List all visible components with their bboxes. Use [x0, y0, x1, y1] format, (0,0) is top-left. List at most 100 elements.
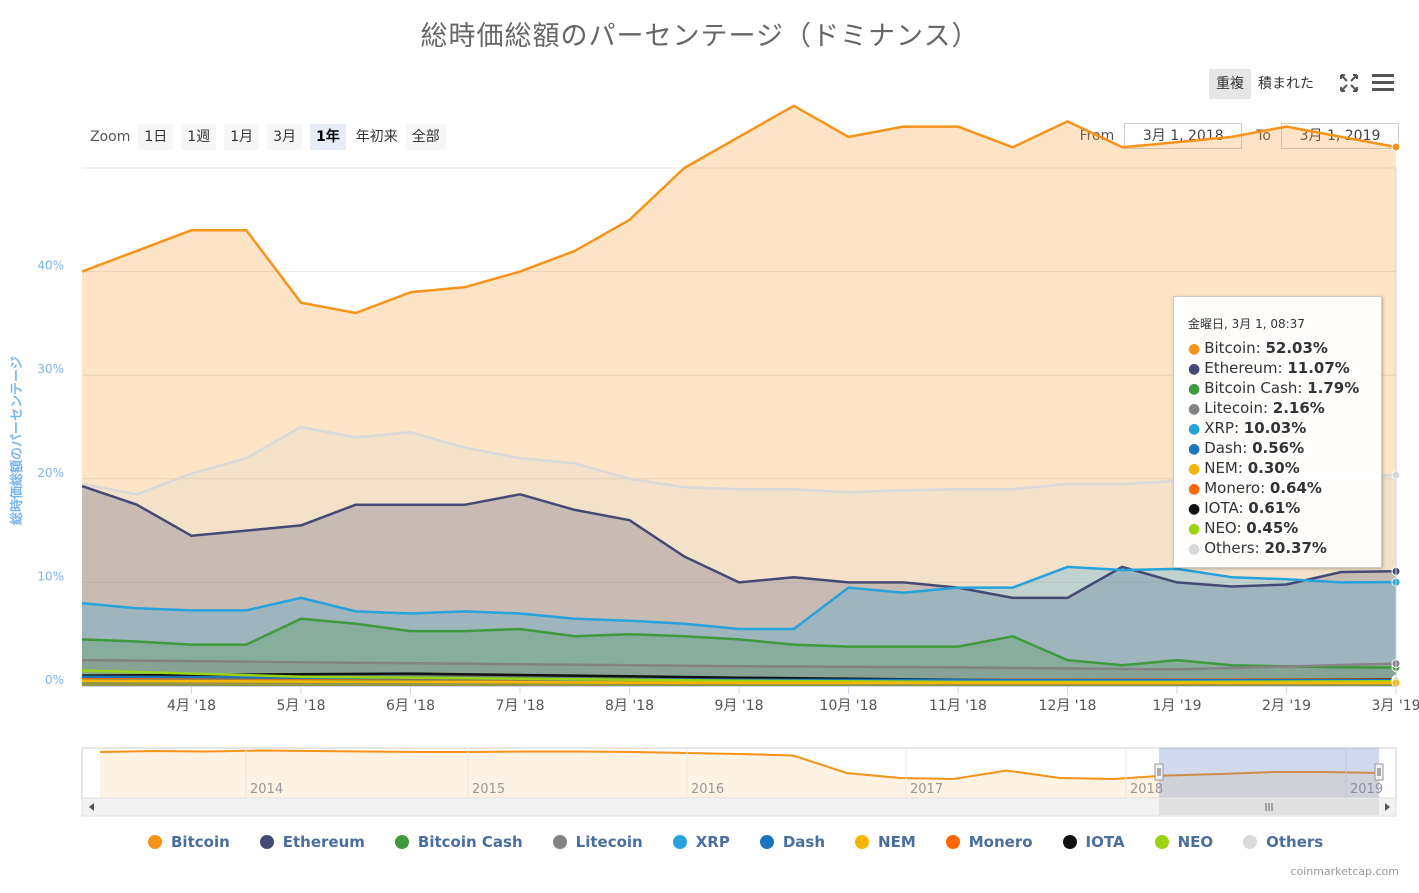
- y-tick-label: 30%: [37, 362, 64, 376]
- navigator-year-label: 2018: [1130, 782, 1163, 797]
- tooltip-dot-icon: ●: [1188, 521, 1201, 537]
- legend-label: NEO: [1177, 833, 1214, 851]
- zoom-label: Zoom: [90, 129, 131, 145]
- legend-label: Litecoin: [575, 833, 643, 851]
- series-line-bitcoin-cash[interactable]: [81, 617, 1397, 669]
- zoom-ytd-button[interactable]: 年初来: [355, 129, 398, 145]
- stacked-mode-button[interactable]: 積まれた: [1258, 76, 1314, 92]
- zoom-1w-button[interactable]: 1週: [181, 124, 217, 150]
- chart-title: 総時価総額のパーセンテージ（ドミナンス）: [420, 21, 980, 52]
- series-line-bitcoin[interactable]: [81, 104, 1397, 315]
- scroll-left-arrow-icon[interactable]: [89, 803, 94, 811]
- tooltip-series-name: NEM:: [1204, 459, 1248, 477]
- legend-item-bitcoin-cash[interactable]: Bitcoin Cash: [394, 833, 523, 851]
- x-tick-label: 12月 '18: [1039, 698, 1097, 714]
- x-tick-label: 4月 '18: [167, 698, 216, 714]
- tooltip-series-value: 0.56%: [1252, 439, 1305, 457]
- overlap-mode-button[interactable]: 重複: [1209, 69, 1251, 99]
- hamburger-menu-icon[interactable]: [1368, 68, 1398, 98]
- tooltip-series-value: 11.07%: [1287, 359, 1350, 377]
- legend-item-litecoin[interactable]: Litecoin: [552, 833, 643, 851]
- zoom-1m-button[interactable]: 1月: [224, 124, 260, 150]
- legend-item-others[interactable]: Others: [1243, 833, 1323, 851]
- legend-item-bitcoin[interactable]: Bitcoin: [148, 833, 230, 851]
- legend-item-dash[interactable]: Dash: [759, 833, 826, 851]
- zoom-selector: Zoom 1日 1週 1月 3月 1年 年初来 全部: [90, 123, 454, 151]
- series-marker-bitcoin[interactable]: [1391, 142, 1401, 152]
- scrollbar-track[interactable]: [81, 797, 1397, 817]
- navigator-line: [99, 749, 1381, 781]
- tooltip-series-value: 2.16%: [1272, 399, 1325, 417]
- tooltip-series-value: 0.45%: [1246, 519, 1299, 537]
- zoom-1y-button[interactable]: 1年: [310, 124, 346, 150]
- mode-toggle: 重複 積まれた: [1209, 68, 1321, 100]
- x-tick-label: 5月 '18: [276, 698, 325, 714]
- navigator-area: [100, 750, 1380, 798]
- zoom-3m-button[interactable]: 3月: [267, 124, 303, 150]
- legend-label: Bitcoin Cash: [417, 833, 523, 851]
- x-tick-label: 9月 '18: [714, 698, 763, 714]
- navigator-year-label: 2017: [910, 782, 943, 797]
- navigator-selection[interactable]: [1159, 748, 1379, 798]
- tooltip-series-name: NEO:: [1204, 519, 1247, 537]
- x-tick-label: 8月 '18: [605, 698, 654, 714]
- x-tick-label: 11月 '18: [929, 698, 987, 714]
- tooltip-series-name: Ethereum:: [1204, 359, 1288, 377]
- scroll-right-arrow-icon[interactable]: [1385, 803, 1390, 811]
- legend-label: XRP: [695, 833, 730, 851]
- tooltip-series-value: 0.64%: [1269, 479, 1322, 497]
- tooltip-dot-icon: ●: [1188, 541, 1201, 557]
- legend-item-monero[interactable]: Monero: [945, 833, 1033, 851]
- x-tick-label: 10月 '18: [820, 698, 878, 714]
- svg-text:総時価総額のパーセンテージ: 総時価総額のパーセンテージ: [9, 356, 25, 525]
- legend: Bitcoin Ethereum Bitcoin Cash Litecoin XRP Da…: [148, 833, 1353, 851]
- navigator-frame: [81, 747, 1397, 799]
- tooltip-series-value: 0.61%: [1248, 499, 1301, 517]
- legend-dot-icon: [855, 835, 870, 849]
- legend-label: Ethereum: [282, 833, 365, 851]
- series-line-litecoin[interactable]: [81, 658, 1397, 671]
- navigator-year-label: 2014: [250, 782, 283, 797]
- tooltip-dot-icon: ●: [1188, 501, 1201, 517]
- navigator-handle[interactable]: [1154, 763, 1164, 781]
- legend-label: IOTA: [1085, 833, 1125, 851]
- x-tick-label: 3月 '19: [1371, 698, 1419, 714]
- series-line-xrp[interactable]: [81, 565, 1397, 631]
- tooltip-series-name: Litecoin:: [1204, 399, 1273, 417]
- legend-dot-icon: [945, 835, 960, 849]
- tooltip-date: 金曜日, 3月 1, 08:37: [1188, 317, 1305, 331]
- tooltip-series-name: Others:: [1204, 539, 1265, 557]
- legend-label: Others: [1266, 833, 1324, 851]
- tooltip-row: ● Bitcoin: 52.03%: [1188, 338, 1381, 358]
- zoom-all-button[interactable]: 全部: [405, 124, 446, 150]
- tooltip-dot-icon: ●: [1188, 381, 1201, 397]
- navigator-year-label: 2016: [691, 782, 724, 797]
- x-tick-label: 6月 '18: [386, 698, 435, 714]
- series-line-ethereum[interactable]: [81, 484, 1397, 600]
- legend-label: NEM: [878, 833, 916, 851]
- legend-item-nem[interactable]: NEM: [855, 833, 916, 851]
- fullscreen-icon[interactable]: [1334, 68, 1364, 98]
- legend-dot-icon: [1154, 835, 1169, 849]
- zoom-1d-button[interactable]: 1日: [138, 124, 174, 150]
- tooltip-row: ● Ethereum: 11.07%: [1188, 358, 1381, 378]
- tooltip-row: ● Bitcoin Cash: 1.79%: [1188, 378, 1381, 398]
- y-tick-label: 0%: [45, 673, 64, 687]
- tooltip: 金曜日, 3月 1, 08:37 ● Bitcoin: 52.03% ● Ethere…: [1173, 296, 1382, 568]
- navigator-handle[interactable]: [1374, 763, 1384, 781]
- tooltip-series-name: XRP:: [1204, 419, 1244, 437]
- legend-label: Bitcoin: [171, 833, 230, 851]
- legend-item-iota[interactable]: IOTA: [1062, 833, 1125, 851]
- legend-item-xrp[interactable]: XRP: [672, 833, 730, 851]
- legend-item-ethereum[interactable]: Ethereum: [259, 833, 365, 851]
- series-area-others: [82, 427, 1396, 686]
- series-line-nem[interactable]: [81, 679, 1396, 685]
- legend-label: Dash: [782, 833, 826, 851]
- legend-dot-icon: [148, 835, 162, 849]
- legend-dot-icon: [1243, 835, 1258, 849]
- credits-link[interactable]: coinmarketcap.com: [1290, 865, 1399, 878]
- tooltip-dot-icon: ●: [1188, 481, 1201, 497]
- y-tick-label: 40%: [37, 259, 64, 273]
- tooltip-series-name: Bitcoin:: [1204, 339, 1266, 357]
- legend-item-neo[interactable]: NEO: [1154, 833, 1214, 851]
